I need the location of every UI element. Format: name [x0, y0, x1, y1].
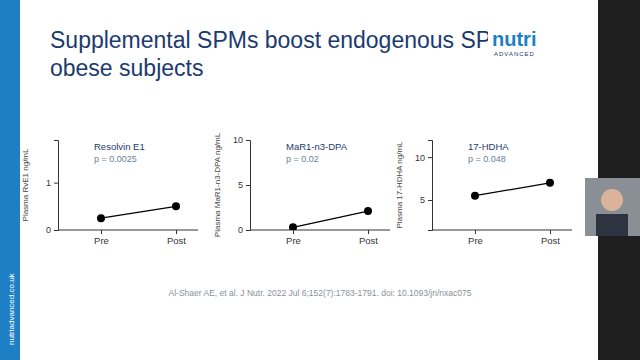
data-line	[475, 183, 550, 196]
x-axis: Pre Post	[468, 230, 560, 246]
plot-area	[97, 202, 180, 222]
webcam	[585, 178, 640, 236]
citation: Al-Shaer AE, et al. J Nutr. 2022 Jul 6;1…	[169, 288, 472, 298]
x-tick-mark	[293, 230, 294, 234]
x-tick: Pre	[286, 230, 301, 246]
data-point	[289, 223, 297, 230]
y-axis: 01	[46, 141, 59, 236]
chart: 01PrePostPlasma RvE1 ng/mLResolvin E1p =…	[21, 141, 198, 246]
side-bar	[0, 0, 20, 360]
x-tick-label: Pre	[468, 235, 483, 246]
chart-title: MaR1-n3-DPA	[286, 141, 348, 152]
webcam-face	[601, 189, 623, 211]
y-tick: 1	[46, 178, 58, 188]
data-point	[546, 179, 554, 187]
y-tick-label: 1	[46, 178, 51, 188]
chart: 5 10 Pre Post Plasma 17-HDHA ng/mL 17-HDHA p =…	[395, 141, 572, 246]
y-tick-label: 10	[415, 153, 425, 163]
x-tick-label: Pre	[94, 235, 109, 246]
plot-area	[289, 207, 372, 230]
x-tick: Post	[359, 230, 378, 246]
y-axis: 0 5 10	[233, 135, 251, 235]
y-tick-label: 5	[420, 195, 425, 205]
x-tick-mark	[475, 230, 476, 234]
y-axis-title: Plasma MaR1-n3-DPA ng/mL	[213, 132, 222, 237]
chart-title: 17-HDHA	[468, 141, 509, 152]
x-axis: Pre Post	[94, 230, 186, 246]
y-tick-label: 0	[46, 225, 51, 235]
y-tick: 5	[420, 195, 432, 205]
data-point	[97, 214, 105, 222]
p-value: p = 0.0025	[94, 154, 137, 164]
y-tick-label: 0	[238, 225, 243, 235]
y-tick-mark	[246, 140, 250, 141]
data-point	[364, 207, 372, 215]
y-tick-mark	[54, 230, 58, 231]
x-axis: Pre Post	[286, 230, 378, 246]
x-tick-mark	[101, 230, 102, 234]
y-axis-title: Plasma 17-HDHA ng/mL	[395, 141, 404, 229]
slide-title: obese subjects	[50, 55, 203, 81]
data-point	[471, 192, 479, 200]
chart: 0 5 10 Pre Post Plasma MaR1-n3-DPA ng/mL MaR1-…	[213, 132, 390, 245]
x-tick-label: Post	[541, 235, 560, 246]
y-tick-label: 10	[233, 135, 243, 145]
x-tick: Pre	[94, 230, 109, 246]
y-tick-mark	[246, 185, 250, 186]
y-tick-label: 5	[238, 180, 243, 190]
logo-text: nutri	[492, 28, 536, 50]
y-axis-line	[246, 141, 251, 231]
logo-subtext: ADVANCED	[494, 51, 535, 57]
slide-title: Supplemental SPMs boost endogenous SPMs …	[50, 27, 546, 53]
y-axis-line	[428, 141, 433, 231]
x-tick: Post	[541, 230, 560, 246]
y-tick-mark	[54, 183, 58, 184]
x-tick-label: Post	[167, 235, 186, 246]
y-tick: 10	[233, 135, 250, 145]
x-tick: Post	[167, 230, 186, 246]
y-axis-title: Plasma RvE1 ng/mL	[21, 148, 30, 221]
y-tick: 5	[238, 180, 250, 190]
side-text: nutriadvanced.co.uk	[7, 272, 16, 345]
webcam-body	[596, 214, 628, 236]
p-value: p = 0.048	[468, 154, 506, 164]
y-tick: 0	[238, 225, 250, 235]
y-axis: 5 10	[415, 141, 433, 231]
y-axis-line	[54, 141, 59, 231]
data-point	[172, 202, 180, 210]
data-line	[101, 206, 176, 218]
y-tick: 0	[46, 225, 58, 235]
x-tick-mark	[550, 230, 551, 234]
chart-title: Resolvin E1	[94, 141, 145, 152]
x-tick-label: Pre	[286, 235, 301, 246]
y-tick-mark	[428, 157, 432, 158]
x-tick: Pre	[468, 230, 483, 246]
logo-box	[488, 22, 548, 62]
y-tick: 10	[415, 153, 432, 163]
x-tick-mark	[176, 230, 177, 234]
p-value: p = 0.02	[286, 154, 319, 164]
x-tick-mark	[368, 230, 369, 234]
x-tick-label: Post	[359, 235, 378, 246]
background	[0, 0, 640, 360]
y-tick-mark	[428, 200, 432, 201]
slide: nutriadvanced.co.uk Supplemental SPMs boo…	[0, 0, 640, 360]
data-line	[293, 211, 368, 227]
plot-area	[471, 179, 554, 200]
y-tick-mark	[246, 230, 250, 231]
